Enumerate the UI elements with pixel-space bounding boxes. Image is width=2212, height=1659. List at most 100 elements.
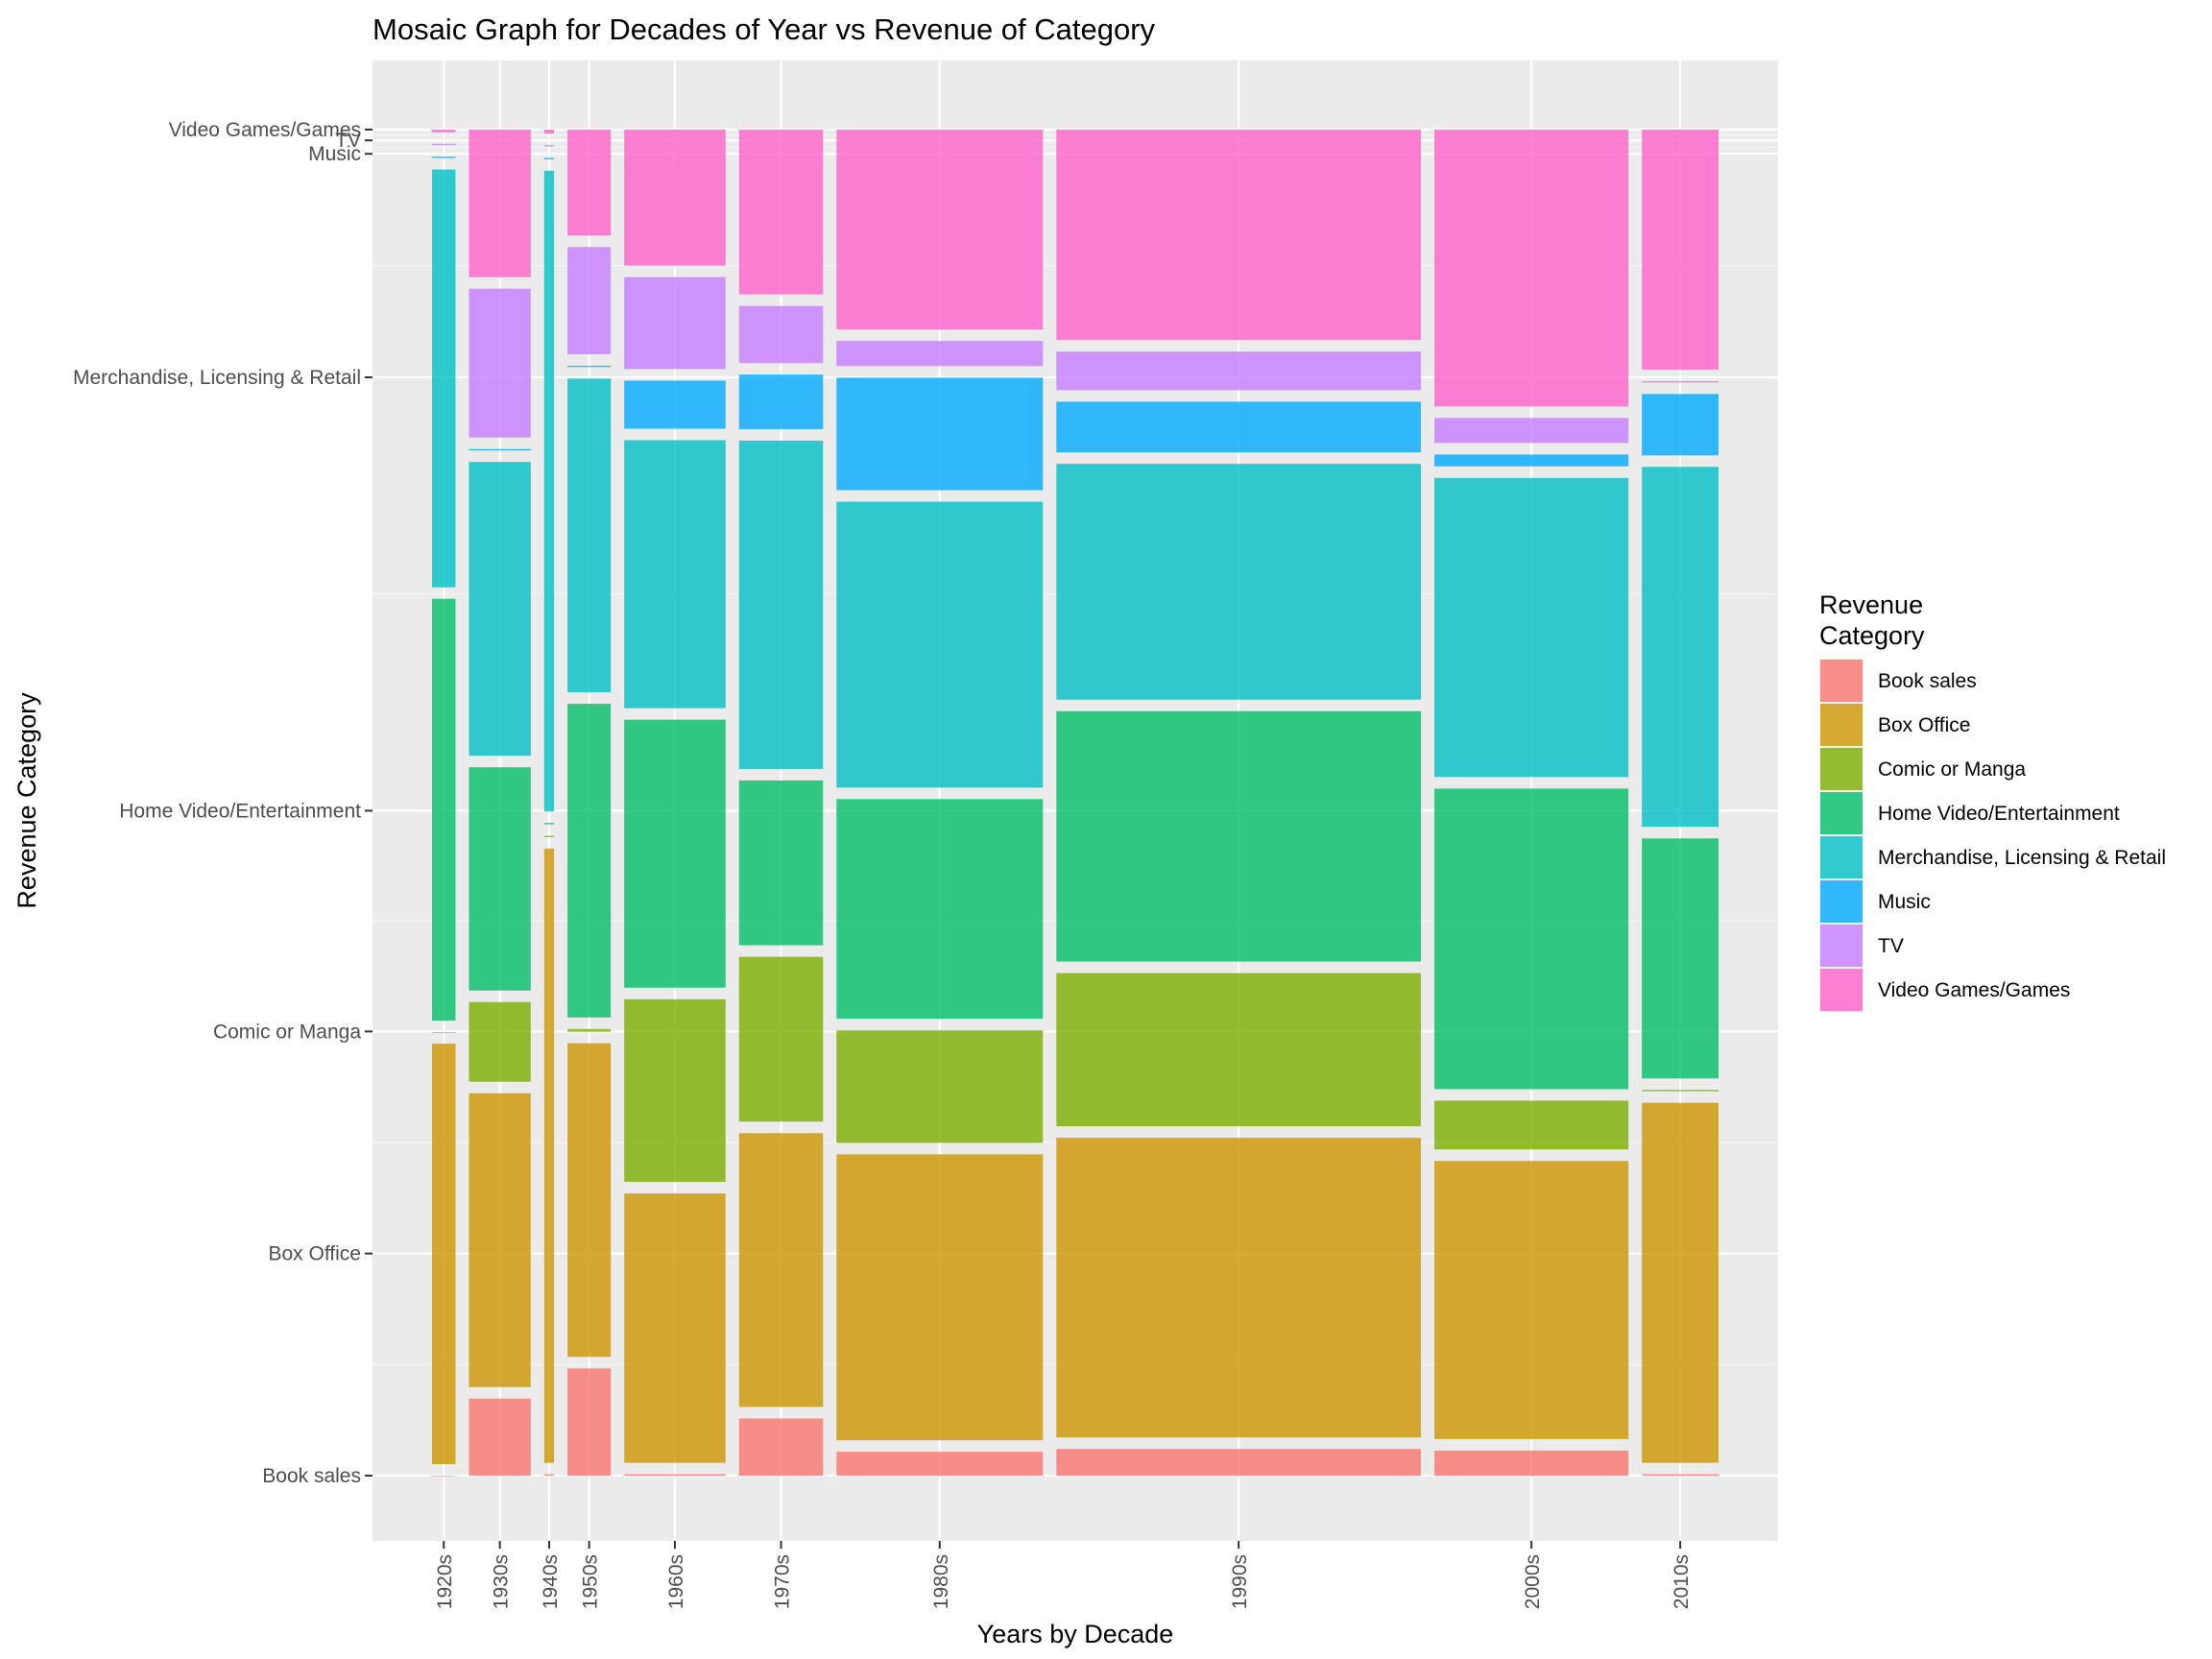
- tile-2000s-home-video-entertainment: [1434, 788, 1629, 1090]
- x-tick-label: 1980s: [930, 1554, 952, 1609]
- legend-label-book-sales: Book sales: [1878, 670, 1977, 692]
- tile-1970s-video-games-games: [738, 130, 824, 295]
- tile-1920s-video-games-games: [432, 130, 456, 132]
- tile-1950s-music: [567, 365, 612, 368]
- tile-1920s-book-sales: [432, 1476, 456, 1477]
- x-tick-label: 1960s: [665, 1554, 687, 1609]
- legend-label-comic-or-manga: Comic or Manga: [1878, 758, 2026, 781]
- tile-2010s-video-games-games: [1642, 130, 1719, 370]
- legend-title: Revenue: [1819, 590, 1923, 619]
- tile-1930s-box-office: [469, 1093, 531, 1387]
- tile-2010s-box-office: [1642, 1102, 1719, 1463]
- tile-1970s-comic-or-manga: [738, 956, 824, 1122]
- legend-swatch-home-video-entertainment: [1820, 792, 1863, 834]
- tile-1960s-merchandise-licensing-retail: [624, 440, 726, 709]
- tile-1920s-comic-or-manga: [432, 1032, 456, 1033]
- tile-2010s-comic-or-manga: [1642, 1090, 1719, 1092]
- tile-1930s-video-games-games: [469, 130, 531, 277]
- legend-label-tv: TV: [1878, 935, 1904, 957]
- tile-1960s-box-office: [624, 1193, 726, 1463]
- y-tick-label: TV: [335, 130, 361, 152]
- tile-1970s-merchandise-licensing-retail: [738, 440, 824, 769]
- tile-1980s-merchandise-licensing-retail: [836, 501, 1044, 788]
- tile-1940s-comic-or-manga: [543, 835, 555, 837]
- tile-1920s-merchandise-licensing-retail: [432, 169, 456, 588]
- legend-label-merchandise-licensing-retail: Merchandise, Licensing & Retail: [1878, 847, 2166, 869]
- tile-1960s-music: [624, 380, 726, 429]
- tile-1970s-box-office: [738, 1133, 824, 1407]
- y-tick-label: Music: [308, 143, 361, 165]
- tile-1990s-tv: [1056, 351, 1422, 391]
- tile-1940s-home-video-entertainment: [543, 823, 555, 825]
- tile-1930s-merchandise-licensing-retail: [469, 462, 531, 757]
- legend-swatch-box-office: [1820, 704, 1863, 746]
- legend-label-music: Music: [1878, 891, 1931, 913]
- legend-swatch-video-games-games: [1820, 969, 1863, 1011]
- x-axis: 1920s 1930s 1940s 1950s 1960s 1970s 1980s 1990s…: [434, 1541, 1693, 1609]
- tile-1970s-music: [738, 374, 824, 429]
- tile-2010s-tv: [1642, 380, 1719, 383]
- tile-2010s-book-sales: [1642, 1474, 1719, 1476]
- y-axis-title: Revenue Category: [12, 692, 41, 909]
- tile-1940s-book-sales: [543, 1474, 555, 1476]
- tile-1960s-home-video-entertainment: [624, 719, 726, 988]
- tile-1990s-book-sales: [1056, 1449, 1422, 1476]
- tile-1930s-home-video-entertainment: [469, 767, 531, 991]
- legend-swatch-tv: [1820, 925, 1863, 967]
- x-tick-label: 1970s: [772, 1554, 794, 1609]
- tile-1920s-box-office: [432, 1044, 456, 1464]
- tile-1960s-video-games-games: [624, 130, 726, 266]
- tile-2000s-merchandise-licensing-retail: [1434, 477, 1629, 778]
- tile-1930s-book-sales: [469, 1398, 531, 1476]
- legend-label-home-video-entertainment: Home Video/Entertainment: [1878, 803, 2120, 825]
- x-tick-label: 1930s: [491, 1554, 513, 1609]
- x-tick-label: 2000s: [1522, 1554, 1544, 1609]
- tile-1950s-merchandise-licensing-retail: [567, 378, 612, 693]
- legend-swatch-merchandise-licensing-retail: [1820, 836, 1863, 878]
- tile-2000s-video-games-games: [1434, 130, 1629, 407]
- tile-1920s-tv: [432, 143, 456, 146]
- x-tick-label: 1920s: [434, 1554, 456, 1609]
- tile-2000s-box-office: [1434, 1161, 1629, 1439]
- tile-1990s-home-video-entertainment: [1056, 710, 1422, 962]
- y-tick-label: Video Games/Games: [169, 119, 361, 141]
- x-tick-label: 1990s: [1229, 1554, 1251, 1609]
- tile-1970s-book-sales: [738, 1418, 824, 1476]
- tile-1950s-tv: [567, 247, 612, 354]
- tile-1950s-video-games-games: [567, 130, 612, 236]
- tile-1980s-video-games-games: [836, 130, 1044, 330]
- tile-2000s-comic-or-manga: [1434, 1100, 1629, 1150]
- tile-1930s-comic-or-manga: [469, 1001, 531, 1082]
- tile-1980s-box-office: [836, 1154, 1044, 1441]
- legend-title: Category: [1819, 621, 1925, 650]
- y-axis: Book sales Box Office Comic or Manga Home V…: [73, 119, 373, 1487]
- tile-1940s-video-games-games: [543, 130, 555, 134]
- tile-1980s-book-sales: [836, 1452, 1044, 1476]
- legend-swatch-book-sales: [1820, 660, 1863, 702]
- tile-1990s-merchandise-licensing-retail: [1056, 464, 1422, 700]
- tile-1960s-tv: [624, 276, 726, 370]
- y-tick-label: Box Office: [269, 1243, 362, 1265]
- tile-2000s-tv: [1434, 418, 1629, 444]
- tile-1990s-music: [1056, 401, 1422, 453]
- x-axis-title: Years by Decade: [977, 1620, 1174, 1648]
- tile-1960s-book-sales: [624, 1474, 726, 1476]
- y-tick-label: Home Video/Entertainment: [119, 800, 361, 822]
- tile-1980s-tv: [836, 341, 1044, 367]
- x-tick-label: 1940s: [540, 1554, 562, 1609]
- legend-swatch-comic-or-manga: [1820, 748, 1863, 790]
- tile-2000s-book-sales: [1434, 1450, 1629, 1476]
- legend-label-video-games-games: Video Games/Games: [1878, 979, 2070, 1001]
- tile-1920s-home-video-entertainment: [432, 598, 456, 1022]
- tile-1980s-music: [836, 377, 1044, 491]
- x-tick-label: 2010s: [1671, 1554, 1693, 1609]
- tile-1980s-comic-or-manga: [836, 1030, 1044, 1143]
- tile-1940s-merchandise-licensing-retail: [543, 170, 555, 812]
- tile-1940s-tv: [543, 145, 555, 147]
- tile-1960s-comic-or-manga: [624, 998, 726, 1183]
- tile-1980s-home-video-entertainment: [836, 799, 1044, 1020]
- tile-1990s-box-office: [1056, 1138, 1422, 1438]
- tile-1930s-music: [469, 448, 531, 451]
- tile-2010s-music: [1642, 394, 1719, 456]
